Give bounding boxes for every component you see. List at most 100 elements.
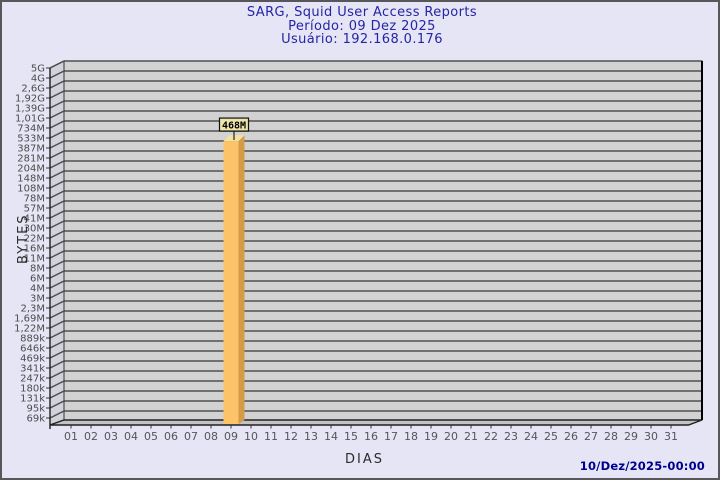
y-tick-label: 204M: [17, 163, 45, 174]
y-tick-label: 2,6G: [21, 83, 45, 94]
wall-tick-line: [49, 260, 65, 269]
y-tick-label: 5G: [31, 63, 45, 74]
y-tick-label: 734M: [17, 123, 45, 134]
y-tick-label: 180k: [20, 383, 45, 394]
x-axis-title: DIAS: [345, 452, 384, 467]
chart-user-line: Usuário: 192.168.0.176: [281, 32, 443, 47]
chart-plot-area: 5G4G2,6G1,92G1,39G1,01G734M533M387M281M2…: [14, 60, 703, 443]
y-tick-label: 3M: [30, 293, 45, 304]
x-tick-label: 13: [304, 430, 318, 443]
wall-tick-line: [49, 110, 65, 119]
wall-tick-line: [49, 400, 65, 409]
x-tick-label: 11: [264, 430, 278, 443]
y-tick-label: 95k: [26, 403, 45, 414]
bar-value-box: [218, 117, 250, 132]
x-tick-label: 06: [164, 430, 178, 443]
bar-value-label: 468M: [222, 120, 246, 131]
bar-side-face: [238, 135, 245, 424]
y-tick-label: 469k: [20, 353, 45, 364]
x-tick-label: 03: [104, 430, 118, 443]
wall-tick-line: [49, 180, 65, 189]
wall-tick-line: [49, 120, 65, 129]
chart-period-line: Período: 09 Dez 2025: [288, 18, 436, 34]
y-tick-label: 6M: [30, 273, 45, 284]
y-tick-label: 69k: [26, 413, 45, 424]
wall-tick-line: [49, 150, 65, 159]
x-tick-label: 19: [424, 430, 438, 443]
y-tick-label: 8M: [30, 263, 45, 274]
wall-tick-line: [49, 330, 65, 339]
y-tick-label: 30M: [24, 223, 45, 234]
x-tick-label: 20: [444, 430, 458, 443]
y-tick-label: 1,69M: [14, 313, 45, 324]
wall-tick-line: [49, 80, 65, 89]
plot-floor: [49, 419, 703, 426]
wall-tick-line: [49, 140, 65, 149]
plot-side-wall: [49, 60, 65, 426]
y-tick-label: 889k: [20, 333, 45, 344]
y-tick-label: 4M: [30, 283, 45, 294]
y-tick-label: 247k: [20, 373, 45, 384]
x-tick-label: 28: [604, 430, 618, 443]
wall-tick-line: [49, 250, 65, 259]
bar-front-face: [223, 141, 239, 424]
wall-tick-line: [49, 350, 65, 359]
wall-tick-line: [49, 240, 65, 249]
x-tick-label: 10: [244, 430, 258, 443]
y-tick-label: 341k: [20, 363, 45, 374]
wall-tick-line: [49, 60, 65, 69]
y-tick-label: 1,01G: [15, 113, 45, 124]
y-tick-label: 57M: [24, 203, 45, 214]
x-tick-label: 18: [404, 430, 418, 443]
wall-tick-line: [49, 210, 65, 219]
y-tick-label: 16M: [24, 243, 45, 254]
y-tick-label: 533M: [17, 133, 45, 144]
x-tick-label: 25: [544, 430, 558, 443]
x-tick-label: 27: [584, 430, 598, 443]
wall-tick-line: [49, 340, 65, 349]
chart-title: SARG, Squid User Access Reports: [246, 5, 478, 20]
wall-tick-line: [49, 100, 65, 109]
x-tick-label: 07: [184, 430, 198, 443]
y-tick-label: 1,92G: [15, 93, 45, 104]
wall-tick-line: [49, 360, 65, 369]
wall-tick-line: [49, 190, 65, 199]
y-tick-label: 1,22M: [14, 323, 45, 334]
wall-tick-line: [49, 390, 65, 399]
y-tick-label: 108M: [17, 183, 45, 194]
y-tick-label: 41M: [24, 213, 45, 224]
x-tick-label: 22: [484, 430, 498, 443]
x-tick-label: 16: [364, 430, 378, 443]
wall-tick-line: [49, 310, 65, 319]
wall-tick-line: [49, 320, 65, 329]
wall-tick-line: [49, 220, 65, 229]
y-tick-label: 148M: [17, 173, 45, 184]
x-tick-label: 01: [64, 430, 78, 443]
y-tick-label: 646k: [20, 343, 45, 354]
chart-header: SARG, Squid User Access Reports Período:…: [2, 5, 718, 47]
wall-tick-line: [49, 270, 65, 279]
x-tick-label: 26: [564, 430, 578, 443]
x-tick-label: 12: [284, 430, 298, 443]
x-tick-label: 29: [624, 430, 638, 443]
y-tick-label: 281M: [17, 153, 45, 164]
wall-tick-line: [49, 90, 65, 99]
y-tick-label: 2,3M: [20, 303, 45, 314]
wall-tick-line: [49, 160, 65, 169]
y-axis-title: BYTES: [16, 213, 31, 264]
wall-tick-line: [49, 380, 65, 389]
wall-tick-line: [49, 410, 65, 419]
report-timestamp: 10/Dez/2025-00:00: [579, 459, 705, 473]
x-tick-label: 08: [204, 430, 218, 443]
wall-tick-line: [49, 230, 65, 239]
y-tick-label: 22M: [24, 233, 45, 244]
y-tick-label: 131k: [20, 393, 45, 404]
y-tick-label: 387M: [17, 143, 45, 154]
wall-tick-line: [49, 280, 65, 289]
x-tick-label: 24: [524, 430, 538, 443]
wall-tick-line: [49, 200, 65, 209]
y-tick-label: 4G: [31, 73, 45, 84]
x-tick-label: 14: [324, 430, 338, 443]
